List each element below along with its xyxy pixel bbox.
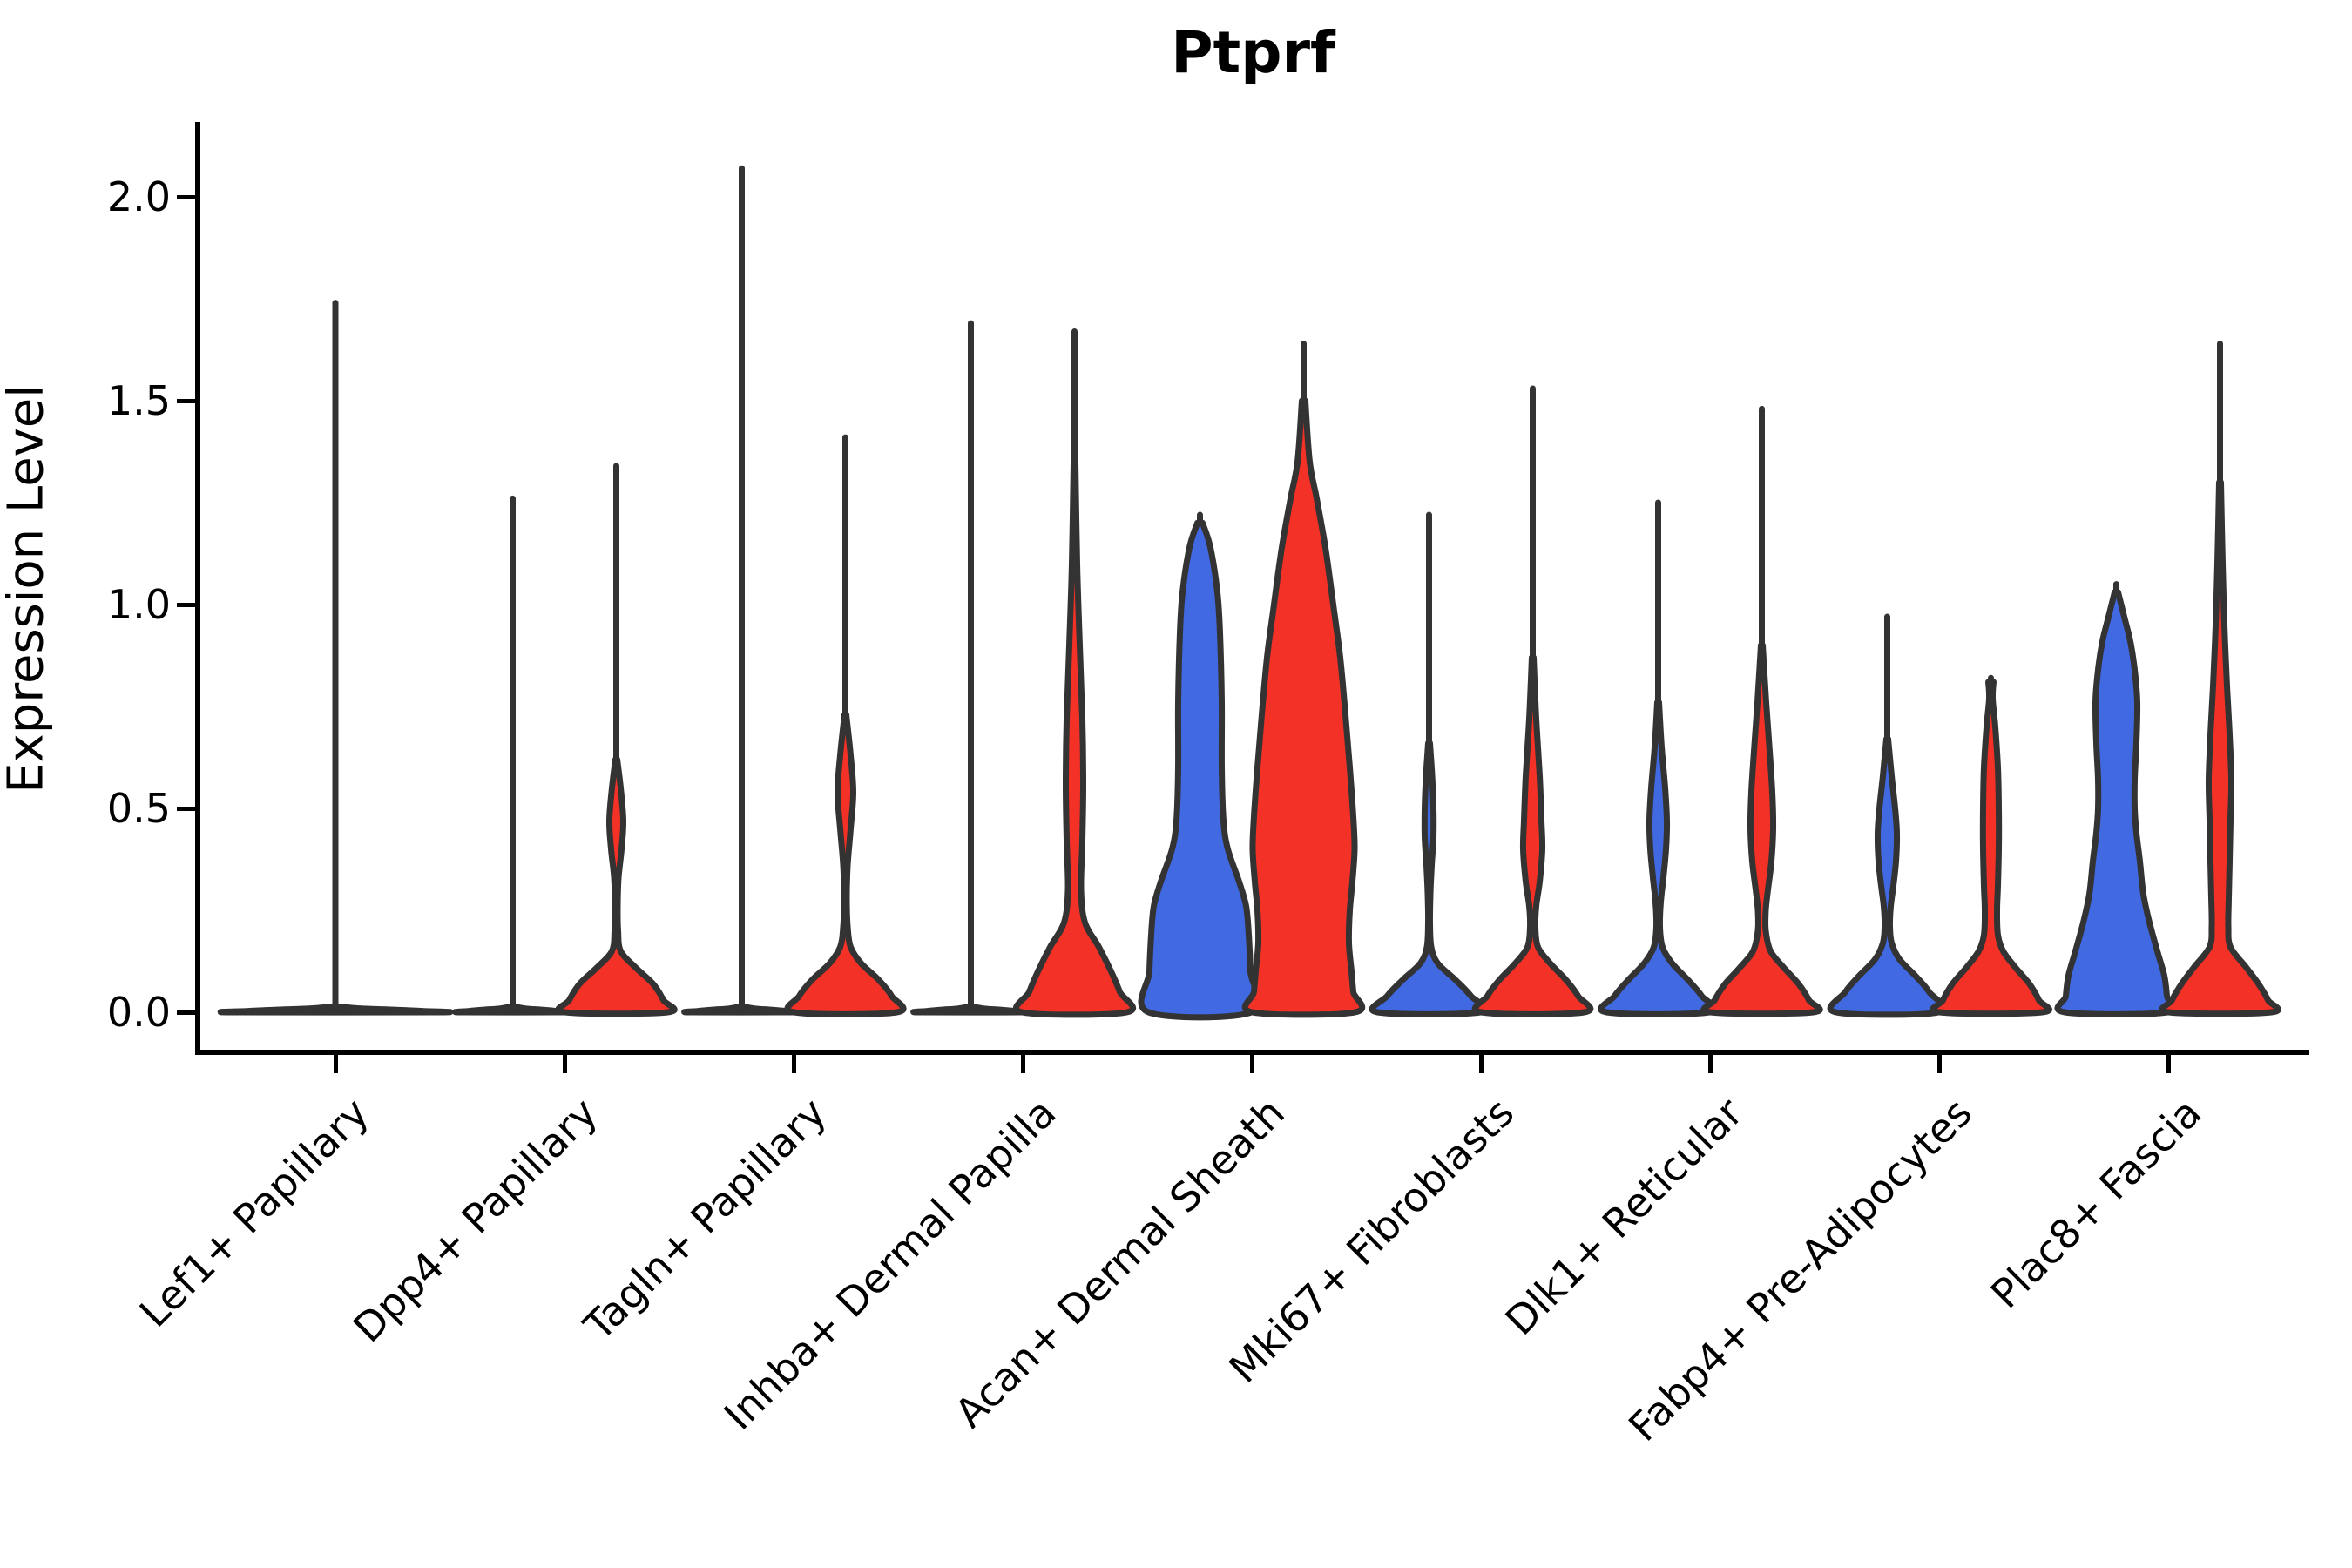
violin-body-c8-blue [2054,589,2179,1017]
violin-body-c3-red [1012,458,1137,1018]
y-tick-mark [177,1010,198,1015]
x-tick-mark [1020,1052,1025,1073]
x-tick-mark [333,1052,338,1073]
y-tick-label: 2.0 [106,173,171,220]
y-tick-label: 1.5 [106,377,171,424]
x-tick-mark [562,1052,567,1073]
violin-body-c1-red [555,756,678,1017]
x-tick-mark [1936,1052,1942,1073]
x-tick-mark [2166,1052,2171,1073]
violin-body-c4-blue [1138,519,1262,1021]
y-tick-label: 0.0 [106,989,171,1036]
violin-body-c2-red [784,711,907,1017]
x-tick-mark [1249,1052,1254,1073]
x-tick-mark [791,1052,796,1073]
violin-body-c1-blue [452,1003,573,1016]
x-tick-mark [1707,1052,1713,1073]
x-tick-mark [1478,1052,1484,1073]
y-tick-mark [177,398,198,403]
violin-body-c3-blue [910,1003,1031,1016]
y-tick-mark [177,602,198,607]
violin-body-c2-blue [681,1003,802,1016]
y-tick-label: 1.0 [106,581,171,628]
y-tick-label: 0.5 [106,785,171,832]
chart-title: Ptprf [1171,19,1335,86]
violin-body-c6-red [1700,642,1823,1017]
violin-body-c7-red [1930,679,2052,1017]
violin-body-c0-single [217,1003,454,1016]
violin-body-c5-blue [1369,740,1490,1017]
violin-body-c4-red [1241,397,1366,1018]
violin-body-c6-blue [1598,699,1719,1017]
y-tick-mark [177,806,198,811]
violin-body-c7-blue [1827,735,1948,1018]
y-tick-mark [177,194,198,199]
violin-body-c8-red [2159,479,2281,1017]
violin-body-c5-red [1471,654,1594,1017]
